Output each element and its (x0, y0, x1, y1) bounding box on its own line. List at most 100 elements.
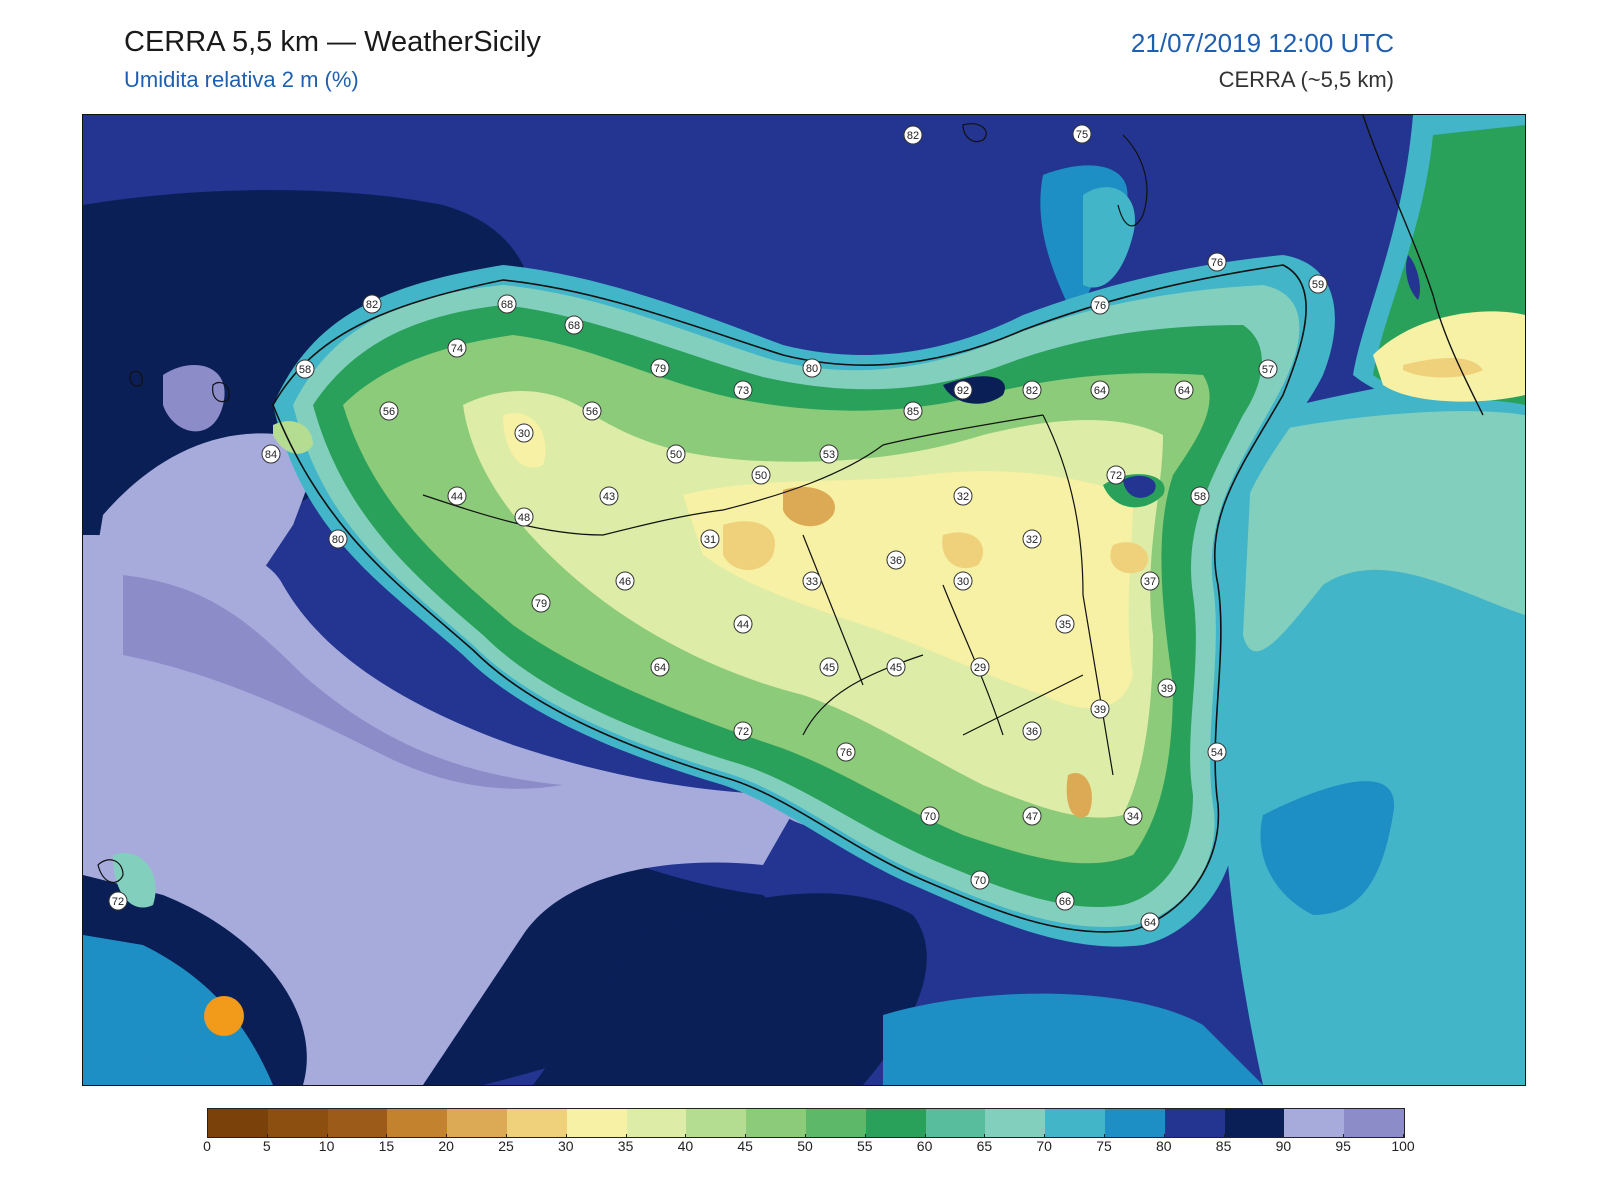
station-value: 45 (823, 662, 835, 674)
weathersicily-logo: WS WEATHER SICILY (102, 988, 244, 1069)
colorbar-tickmark (1163, 1134, 1165, 1138)
station-marker: 64 (1140, 912, 1160, 932)
station-value: 59 (1312, 279, 1324, 291)
sea-area-100 (123, 575, 563, 789)
station-marker: 32 (1022, 529, 1042, 549)
model-label: CERRA (~5,5 km) (1218, 67, 1394, 92)
sicily-coastline (272, 264, 1307, 933)
colorbar-tickmark (1044, 1134, 1046, 1138)
station-circle (1140, 912, 1160, 932)
colorbar-segment (1344, 1109, 1404, 1137)
aeolian-islands (1117, 134, 1148, 227)
colorbar-tickmark (207, 1134, 208, 1138)
station-circle (295, 359, 315, 379)
colorbar-tick-label: 55 (857, 1138, 873, 1154)
station-marker: 31 (700, 529, 720, 549)
colorbar-segment (566, 1109, 627, 1137)
station-circle (953, 486, 973, 506)
station-value: 92 (957, 385, 969, 397)
station-circle (1022, 380, 1042, 400)
station-value: 79 (654, 363, 666, 375)
station-circle (582, 401, 602, 421)
colorbar-tick-label: 5 (262, 1138, 271, 1154)
station-marker: 47 (1022, 806, 1042, 826)
colorbar-tickmark (745, 1134, 747, 1138)
colorbar-tick-label: 70 (1036, 1138, 1052, 1154)
station-marker: 66 (1055, 891, 1075, 911)
sicily-band-25-c (1110, 542, 1149, 574)
station-marker: 45 (886, 657, 906, 677)
colorbar-tick-label: 85 (1215, 1138, 1232, 1154)
station-circle (970, 657, 990, 677)
station-marker: 35 (1055, 614, 1075, 634)
station-circle (819, 444, 839, 464)
station-marker: 44 (733, 614, 753, 634)
station-marker: 29 (970, 657, 990, 677)
station-value: 34 (1127, 811, 1139, 823)
map-canvas: 82 75 76 59 82 68 68 74 58 79 80 73 76 57 92 82 64 64 85 56… (83, 115, 1525, 1085)
station-circle (1090, 699, 1110, 719)
station-circle (1308, 274, 1328, 294)
station-circle (650, 657, 670, 677)
colorbar (207, 1108, 1405, 1138)
station-value: 53 (823, 449, 835, 461)
station-circle (514, 423, 534, 443)
logo-wordmark: WEATHER SICILY (106, 1053, 224, 1069)
station-value: 56 (383, 406, 395, 418)
station-circle (108, 891, 128, 911)
station-circle (1072, 124, 1092, 144)
station-circle (666, 444, 686, 464)
station-marker: 72 (1106, 465, 1126, 485)
colorbar-tick-label: 75 (1096, 1138, 1112, 1154)
calabria-85 (1406, 255, 1420, 300)
station-marker: 75 (1072, 124, 1092, 144)
station-marker: 64 (1090, 380, 1110, 400)
station-value: 33 (806, 576, 818, 588)
sicily-band-25-a (723, 521, 775, 570)
station-value: 32 (1026, 534, 1038, 546)
station-value: 48 (518, 512, 530, 524)
station-marker: 82 (903, 125, 923, 145)
colorbar-tickmark (685, 1134, 687, 1138)
station-circle (1157, 678, 1177, 698)
station-marker: 76 (1090, 295, 1110, 315)
station-marker: 58 (295, 359, 315, 379)
station-value: 50 (755, 470, 767, 482)
station-marker: 72 (108, 891, 128, 911)
station-circle (599, 486, 619, 506)
station-value: 58 (299, 364, 311, 376)
station-circle (1022, 721, 1042, 741)
station-value: 84 (265, 449, 277, 461)
colorbar-tick-label: 50 (797, 1138, 813, 1154)
station-circle (903, 125, 923, 145)
station-value: 47 (1026, 811, 1038, 823)
south-sea-80 (883, 993, 1263, 1085)
station-circle (564, 315, 584, 335)
station-marker: 84 (261, 444, 281, 464)
station-circle (970, 870, 990, 890)
station-marker: 39 (1157, 678, 1177, 698)
colorbar-segment (1045, 1109, 1105, 1137)
station-circle (920, 806, 940, 826)
station-circle (1055, 614, 1075, 634)
station-value: 70 (974, 875, 986, 887)
station-marker: 80 (802, 358, 822, 378)
station-marker: 72 (733, 721, 753, 741)
station-value: 54 (1211, 747, 1223, 759)
station-value: 45 (890, 662, 902, 674)
station-value: 64 (654, 662, 666, 674)
sicily-band-20-a (783, 486, 835, 527)
station-circle (1140, 571, 1160, 591)
station-value: 68 (501, 299, 513, 311)
station-value: 39 (1094, 704, 1106, 716)
station-marker: 68 (497, 294, 517, 314)
station-marker: 64 (650, 657, 670, 677)
station-circle (1123, 806, 1143, 826)
station-marker: 80 (328, 529, 348, 549)
station-circle (903, 401, 923, 421)
station-value: 76 (1211, 257, 1223, 269)
station-value: 70 (924, 811, 936, 823)
station-value: 82 (366, 299, 378, 311)
station-marker: 53 (819, 444, 839, 464)
station-circle (700, 529, 720, 549)
